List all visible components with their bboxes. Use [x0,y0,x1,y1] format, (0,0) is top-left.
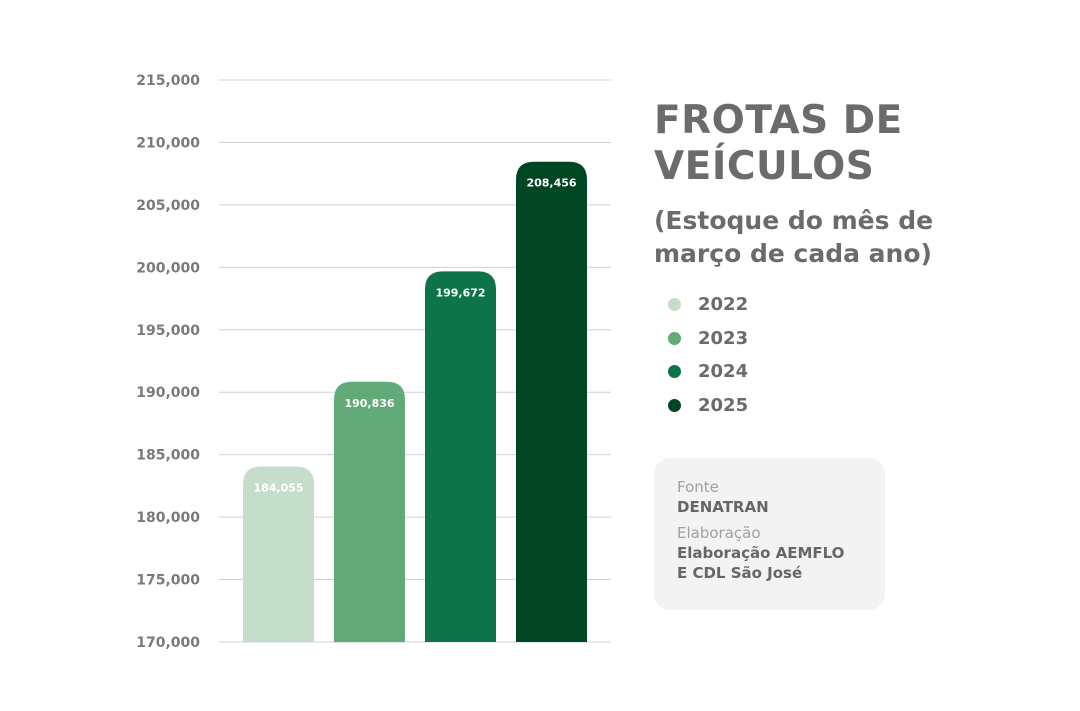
bars [243,161,587,642]
y-tick-label: 195,000 [136,323,200,339]
bar-2023 [334,381,405,642]
bar-2024 [425,271,496,642]
title-line-2: VEÍCULOS [654,144,875,189]
y-tick-label: 200,000 [136,260,200,276]
legend-swatch-2022 [668,298,681,312]
legend-label-2024: 2024 [698,361,749,383]
legend: 2022 2023 2024 2025 [668,288,748,422]
elaboration-value-line-2: E CDL São José [677,564,803,582]
source-box: Fonte DENATRAN Elaboração Elaboração AEM… [654,458,885,610]
legend-swatch-2023 [668,331,681,345]
title-line-1: FROTAS DE [654,98,903,143]
y-tick-label: 180,000 [136,510,200,526]
y-tick-label: 205,000 [136,198,200,214]
chart-title: FROTAS DE VEÍCULOS [654,98,1054,190]
legend-item-2024: 2024 [668,355,748,389]
bar-value-label-2024: 199,672 [435,286,485,299]
y-tick-label: 185,000 [136,448,200,464]
legend-item-2022: 2022 [668,288,748,322]
bar-chart: 170,000 175,000 180,000 185,000 190,000 195,0… [136,73,611,651]
bar-value-label-2022: 184,055 [253,481,303,494]
subtitle-line-1: (Estoque do mês de [654,206,934,235]
y-tick-label: 170,000 [136,635,200,651]
bar-value-label-2023: 190,836 [344,397,394,410]
elaboration-label: Elaboração [677,524,761,542]
legend-label-2025: 2025 [698,394,749,416]
y-tick-label: 210,000 [136,135,200,151]
source-value: DENATRAN [677,498,769,516]
source-label: Fonte [677,478,719,496]
elaboration-value-line-1: Elaboração AEMFLO [677,544,845,562]
bar-2022 [243,466,314,642]
bar-value-label-2025: 208,456 [526,177,576,190]
y-tick-label: 175,000 [136,573,200,589]
y-tick-label: 215,000 [136,73,200,89]
legend-item-2023: 2023 [668,322,748,356]
legend-swatch-2025 [668,398,681,412]
y-axis-ticks: 170,000 175,000 180,000 185,000 190,000 195,0… [136,73,200,651]
legend-label-2023: 2023 [698,327,749,349]
chart-subtitle: (Estoque do mês de março de cada ano) [654,204,1054,270]
y-tick-label: 190,000 [136,385,200,401]
legend-swatch-2024 [668,365,681,379]
legend-item-2025: 2025 [668,389,748,423]
legend-label-2022: 2022 [698,294,749,316]
bar-value-labels: 184,055 190,836 199,672 208,456 [253,177,576,495]
bar-2025 [516,161,587,642]
subtitle-line-2: março de cada ano) [654,239,932,268]
